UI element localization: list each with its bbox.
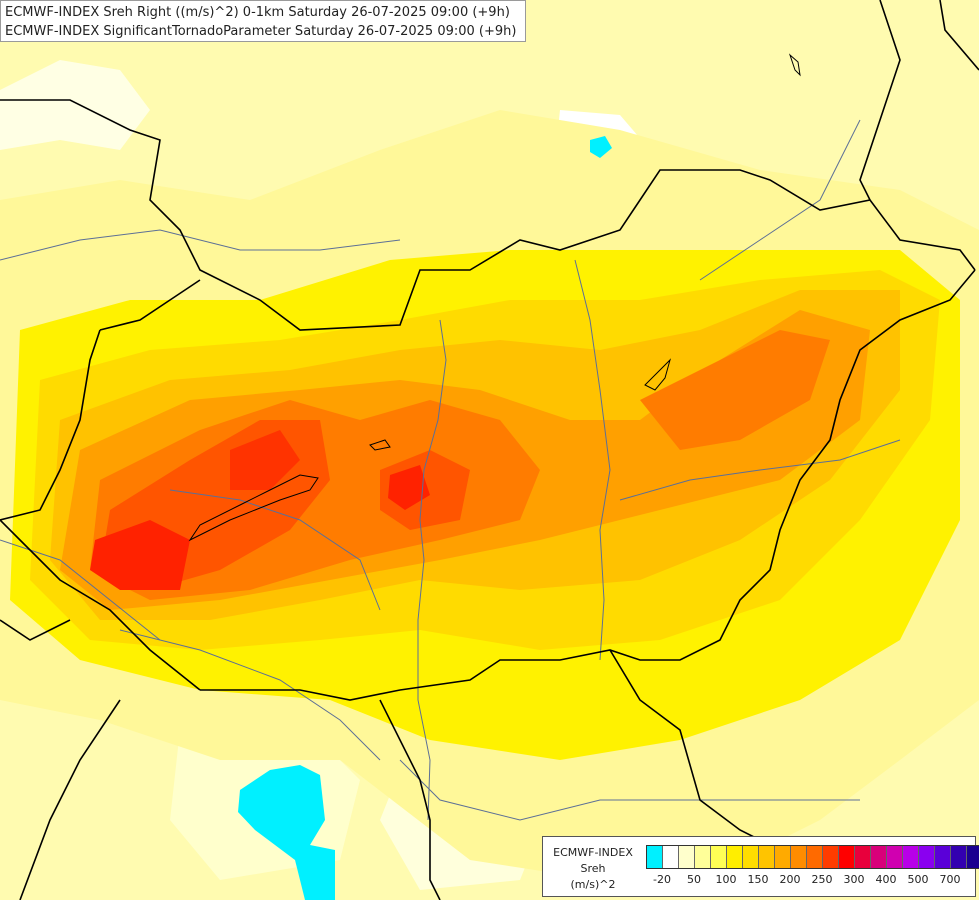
- legend-swatch: [727, 846, 743, 868]
- legend-tick: 400: [875, 873, 897, 886]
- border-west: [0, 329, 101, 521]
- legend-tick: 300: [843, 873, 865, 886]
- legend-swatch: [679, 846, 695, 868]
- river-northeast: [699, 119, 861, 281]
- lake-tisza: [644, 358, 671, 391]
- legend-swatch: [919, 846, 935, 868]
- legend-swatch: [823, 846, 839, 868]
- legend-swatch: [871, 846, 887, 868]
- legend-variable: Sreh: [580, 862, 606, 875]
- legend-swatch: [903, 846, 919, 868]
- legend-tick: 150: [747, 873, 769, 886]
- field-dark-orange-east: [640, 330, 830, 450]
- legend-tick: 100: [715, 873, 737, 886]
- title-line-2: ECMWF-INDEX SignificantTornadoParameter …: [5, 24, 517, 39]
- river-east: [619, 439, 901, 501]
- river-tisza: [574, 259, 611, 661]
- legend-swatch: [663, 846, 679, 868]
- legend-tick-labels: -20 50 100 150 200 250 300 400 500 700: [646, 873, 968, 889]
- legend-color-bar: [646, 845, 979, 869]
- legend-swatch: [967, 846, 979, 868]
- border-far-southwest: [19, 699, 121, 900]
- border-slovenia: [0, 619, 71, 641]
- legend-swatch: [647, 846, 663, 868]
- legend-swatch: [791, 846, 807, 868]
- field-pale-northwest: [0, 60, 150, 150]
- river-north: [0, 229, 401, 261]
- legend-tick: 50: [687, 873, 701, 886]
- lakes-layer: [188, 53, 801, 542]
- legend-swatch: [759, 846, 775, 868]
- legend-tick: 200: [779, 873, 801, 886]
- field-red-core-2: [230, 430, 300, 490]
- lake-velence: [369, 439, 391, 451]
- river-sava: [399, 759, 860, 821]
- legend-swatch: [775, 846, 791, 868]
- field-red-core: [90, 520, 190, 590]
- border-southeast: [609, 649, 761, 841]
- lake-balaton: [188, 474, 319, 542]
- border-south-central: [379, 699, 441, 900]
- legend-title: ECMWF-INDEX: [553, 846, 633, 859]
- border-northeast: [859, 0, 901, 201]
- legend-tick: 250: [811, 873, 833, 886]
- river-drava: [119, 629, 381, 761]
- legend-swatch: [855, 846, 871, 868]
- legend-box: ECMWF-INDEX Sreh (m/s)^2 -20 50 100 150 200 2…: [542, 836, 979, 897]
- title-box: ECMWF-INDEX Sreh Right ((m/s)^2) 0-1km S…: [0, 0, 526, 42]
- field-cyan-north: [590, 136, 612, 158]
- legend-tick: 700: [939, 873, 961, 886]
- river-danube: [417, 319, 447, 821]
- legend-swatch: [743, 846, 759, 868]
- river-west: [169, 489, 381, 611]
- border-northwest-link: [99, 279, 201, 331]
- legend-unit: (m/s)^2: [570, 878, 616, 891]
- legend-swatch: [695, 846, 711, 868]
- border-southwest: [0, 519, 201, 691]
- legend-swatch: [887, 846, 903, 868]
- lake-north: [788, 53, 801, 77]
- field-red-core-3: [388, 465, 430, 510]
- legend-swatch: [951, 846, 967, 868]
- border-north: [0, 99, 976, 331]
- field-cyan-south: [238, 765, 335, 900]
- border-northeast-2: [939, 0, 979, 71]
- border-east-south: [200, 269, 976, 701]
- title-line-1: ECMWF-INDEX Sreh Right ((m/s)^2) 0-1km S…: [5, 5, 510, 20]
- legend-swatch: [839, 846, 855, 868]
- legend-tick: 500: [907, 873, 929, 886]
- legend-swatch: [711, 846, 727, 868]
- legend-swatch: [807, 846, 823, 868]
- legend-tick: -20: [653, 873, 671, 886]
- legend-swatch: [935, 846, 951, 868]
